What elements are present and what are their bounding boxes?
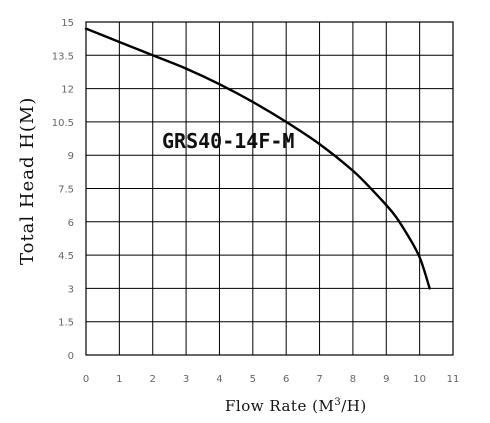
x-tick-label: 6 <box>283 374 289 385</box>
y-tick-label: 7.5 <box>58 185 74 196</box>
series-line <box>84 27 431 290</box>
x-tick-label: 1 <box>116 374 122 385</box>
model-annotation: GRS40-14F-M <box>162 129 294 153</box>
grid <box>85 21 454 356</box>
x-tick-label: 0 <box>83 374 89 385</box>
x-tick-label: 7 <box>316 374 322 385</box>
y-tick-label: 13.5 <box>52 51 74 62</box>
y-tick-label: 3 <box>68 284 74 295</box>
y-tick-labels: 0 1.5 3 4.5 6 7.5 9 10.5 12 13.5 15 <box>52 18 74 362</box>
y-axis-label: Total Head H(M) <box>17 97 38 265</box>
y-tick-label: 15 <box>61 18 74 29</box>
y-tick-label: 6 <box>68 218 74 229</box>
y-tick-label: 9 <box>68 151 74 162</box>
x-axis-label: Flow Rate (M3/H) <box>225 397 367 415</box>
x-tick-label: 3 <box>183 374 189 385</box>
x-tick-label: 9 <box>383 374 389 385</box>
y-tick-label: 1.5 <box>58 318 74 329</box>
x-tick-label: 4 <box>216 374 222 385</box>
y-tick-label: 0 <box>68 351 74 362</box>
x-tick-label: 5 <box>250 374 256 385</box>
x-tick-label: 11 <box>447 374 460 385</box>
y-tick-label: 12 <box>61 85 74 96</box>
x-tick-labels: 0 1 2 3 4 5 6 7 8 9 10 11 <box>83 374 460 385</box>
y-tick-label: 10.5 <box>52 118 74 129</box>
y-tick-label: 4.5 <box>58 251 74 262</box>
x-tick-label: 8 <box>350 374 356 385</box>
plot-frame <box>85 21 454 356</box>
x-tick-label: 10 <box>413 374 426 385</box>
x-tick-label: 2 <box>150 374 156 385</box>
